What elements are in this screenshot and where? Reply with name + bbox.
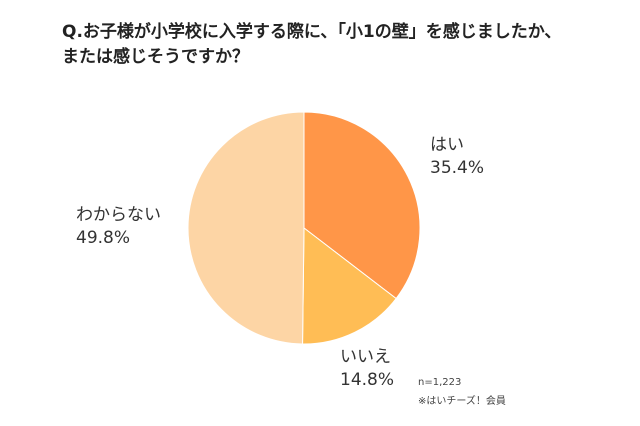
slice-label-2: いいえ — [340, 347, 391, 367]
pie-slice-3 — [187, 111, 305, 345]
slice-percent-2: 14.8% — [340, 370, 394, 390]
chart-title-line-1: Q.お子様が小学校に入学する際に、「小1の壁」を感じましたか、 — [62, 22, 562, 42]
slice-label-1: はい — [430, 135, 464, 155]
slice-percent-3: 49.8% — [76, 228, 130, 248]
slice-percent-1: 35.4% — [430, 158, 484, 178]
pie-slice-1 — [303, 111, 421, 300]
chart-title: Q.お子様が小学校に入学する際に、「小1の壁」を感じましたか、 または感じそうで… — [62, 20, 622, 70]
slice-label-3: わからない — [76, 205, 161, 225]
pie-slice-2 — [302, 226, 397, 345]
sample-size-note: n=1,223 — [418, 377, 462, 388]
source-note: ※はいチーズ！会員 — [418, 396, 506, 407]
chart-title-line-2: または感じそうですか？ — [62, 47, 249, 67]
